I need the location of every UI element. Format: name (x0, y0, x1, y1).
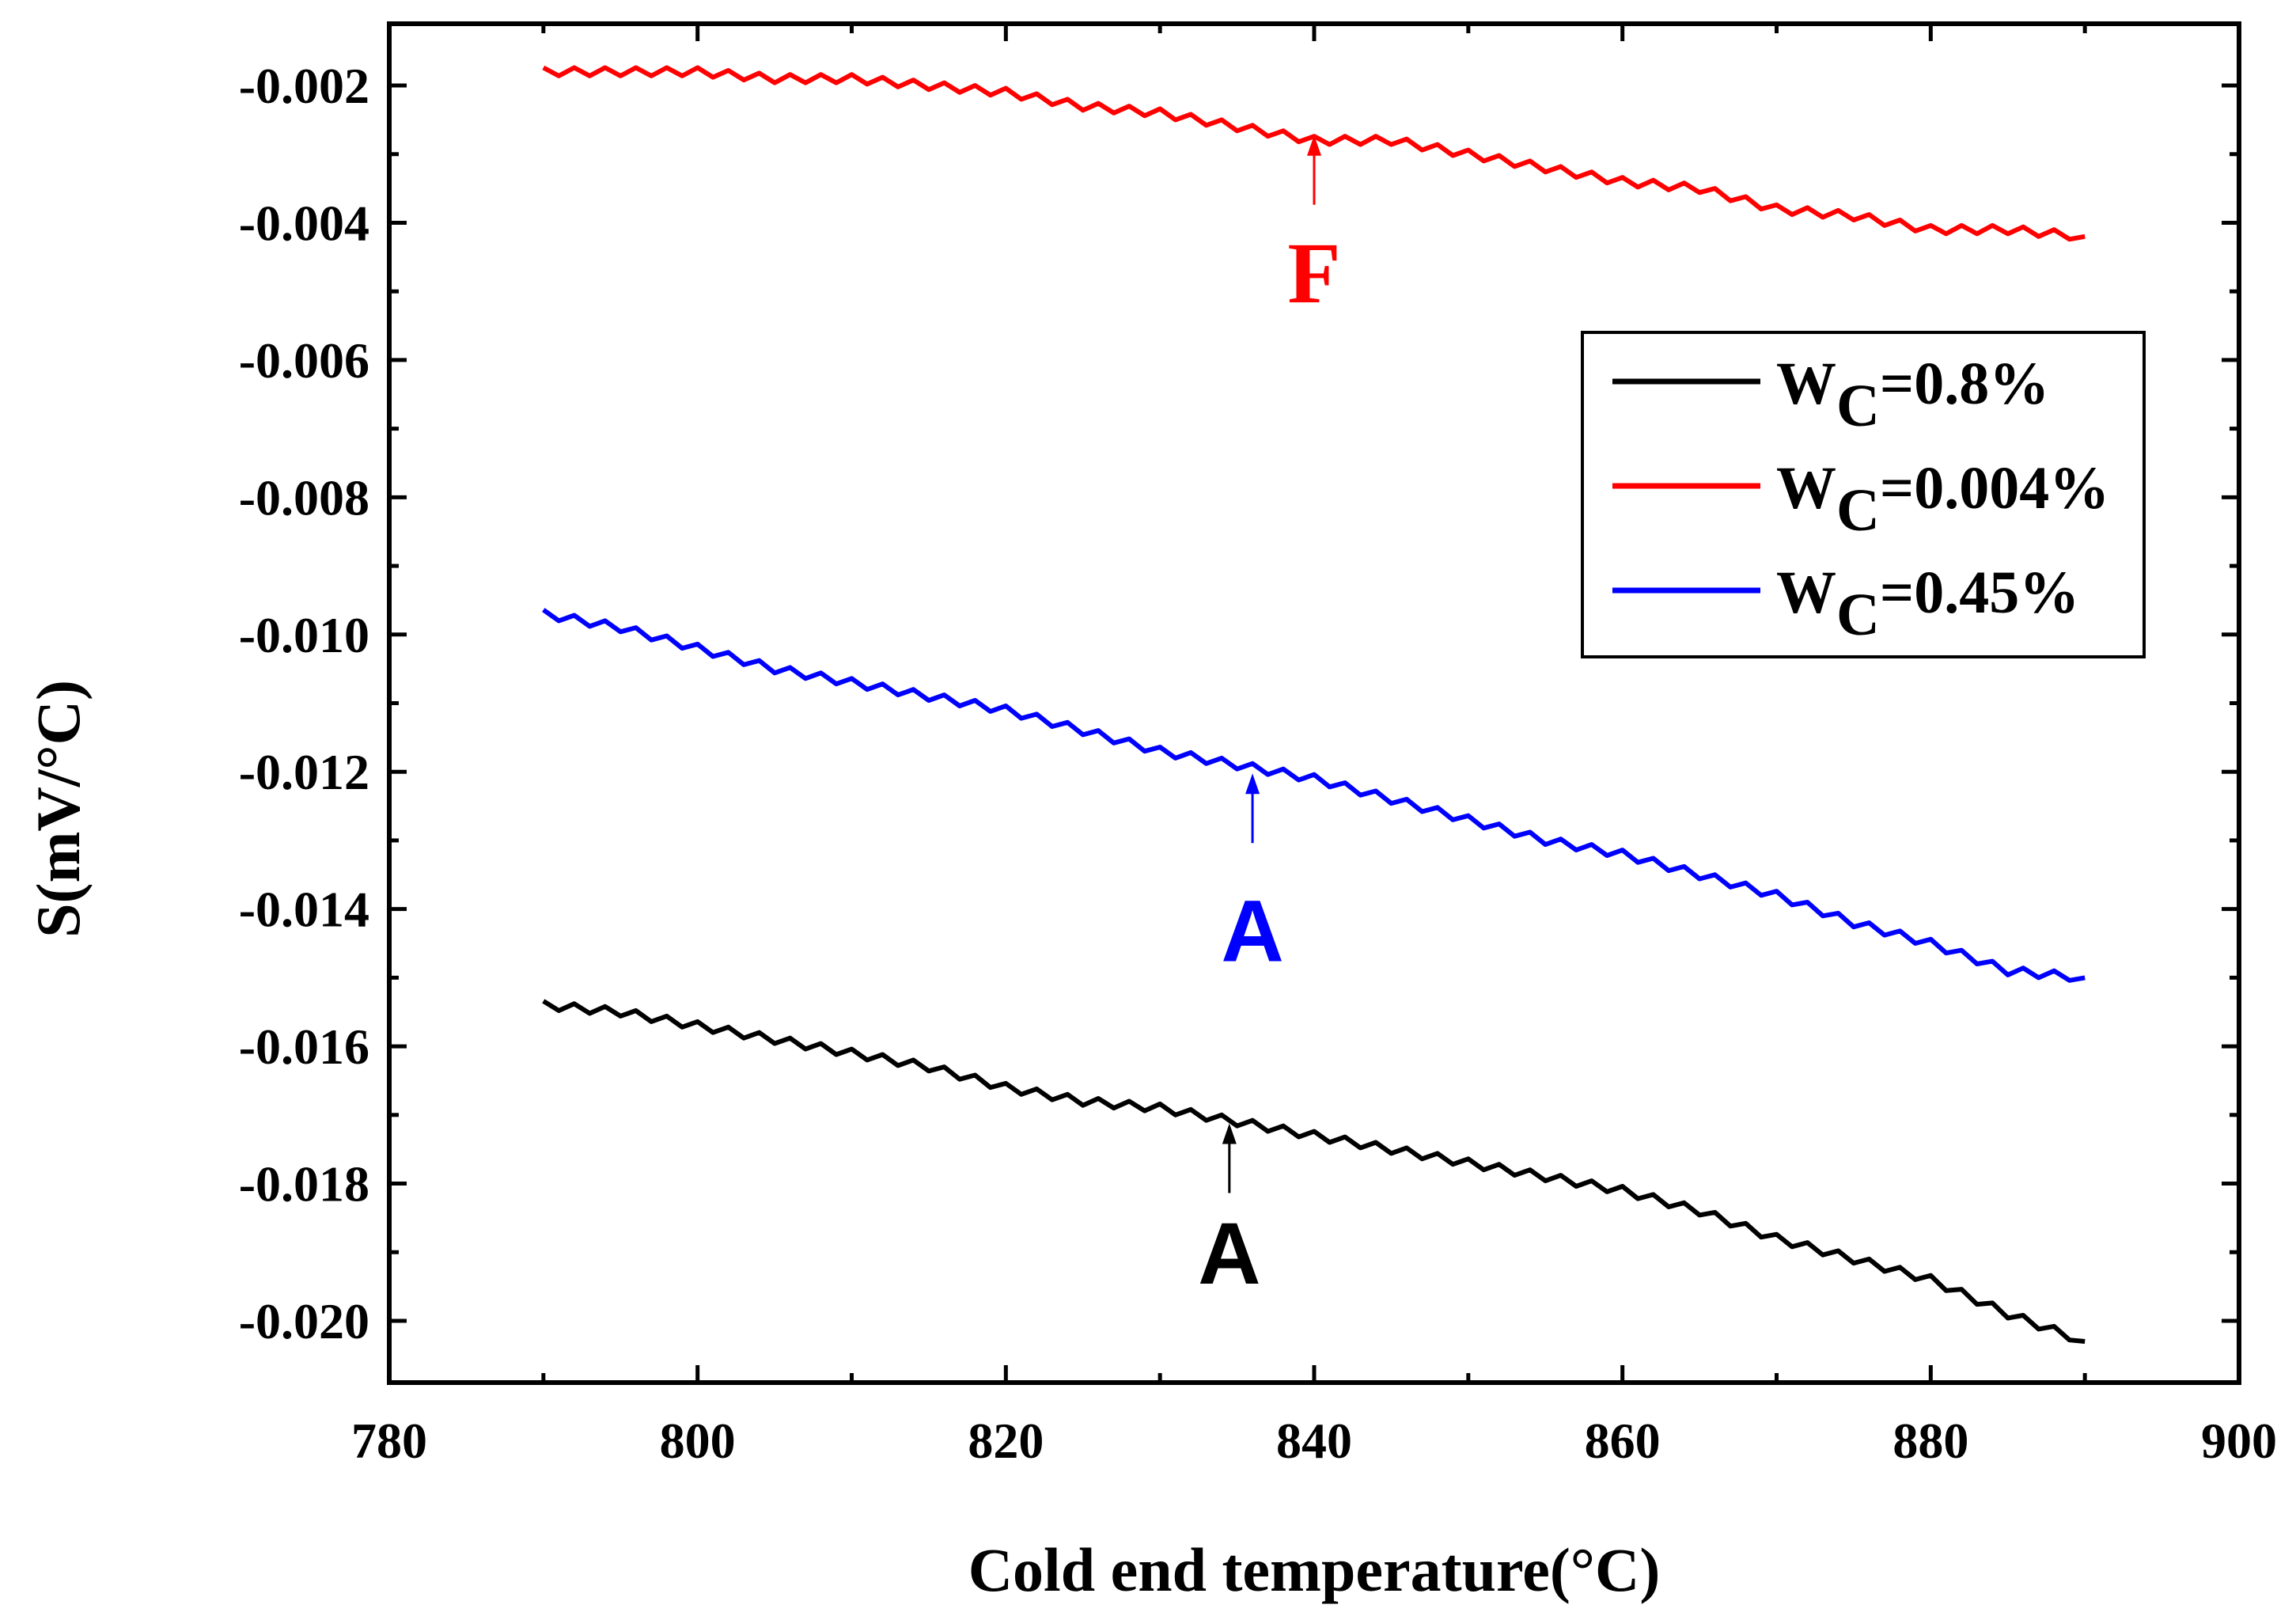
x-tick-label: 800 (660, 1413, 736, 1469)
y-tick-label: -0.014 (239, 882, 369, 938)
y-tick-label: -0.020 (239, 1293, 369, 1349)
y-tick-label: -0.006 (239, 332, 369, 389)
y-axis-title: S(mV/°C) (24, 680, 93, 938)
x-tick-label: 840 (1276, 1413, 1352, 1469)
x-tick-label: 880 (1892, 1413, 1968, 1469)
annotations: F A A (1198, 135, 1341, 1303)
y-tick-label: -0.008 (239, 469, 369, 525)
legend-label: WC=0.45% (1776, 560, 2079, 648)
annotation-arrowhead (1307, 135, 1321, 156)
y-tick-label: -0.004 (239, 195, 369, 251)
series-line-2 (542, 608, 2086, 983)
annotation-label: A (1198, 1205, 1260, 1303)
y-tick-labels: -0.002 -0.004 -0.006 -0.008 -0.010 -0.012 -0.0… (239, 58, 369, 1349)
y-tick-label: -0.010 (239, 607, 369, 663)
x-tick-label: 780 (351, 1413, 427, 1469)
x-tick-label: 860 (1585, 1413, 1661, 1469)
legend-label: WC=0.8% (1776, 351, 2049, 439)
annotation-label: A (1221, 883, 1283, 981)
legend: WC=0.8% WC=0.004% WC=0.45% (1581, 331, 2146, 658)
y-tick-label: -0.016 (239, 1019, 369, 1075)
y-tick-label: -0.002 (239, 58, 369, 114)
y-tick-label: -0.012 (239, 744, 369, 800)
series-line-0 (542, 999, 2086, 1344)
x-tick-label: 820 (968, 1413, 1044, 1469)
annotation-label: F (1287, 225, 1340, 321)
legend-label: WC=0.004% (1776, 455, 2109, 544)
axis-ticks (387, 24, 2241, 1383)
x-axis-title: Cold end temperature(°C) (968, 1535, 1661, 1604)
annotation-arrowhead (1222, 1123, 1237, 1144)
x-tick-label: 900 (2201, 1413, 2277, 1469)
annotation-arrowhead (1245, 773, 1260, 795)
x-tick-labels: 780 800 820 840 860 880 900 (351, 1413, 2277, 1469)
legend-box (1581, 331, 2146, 658)
y-tick-label: -0.018 (239, 1156, 369, 1212)
